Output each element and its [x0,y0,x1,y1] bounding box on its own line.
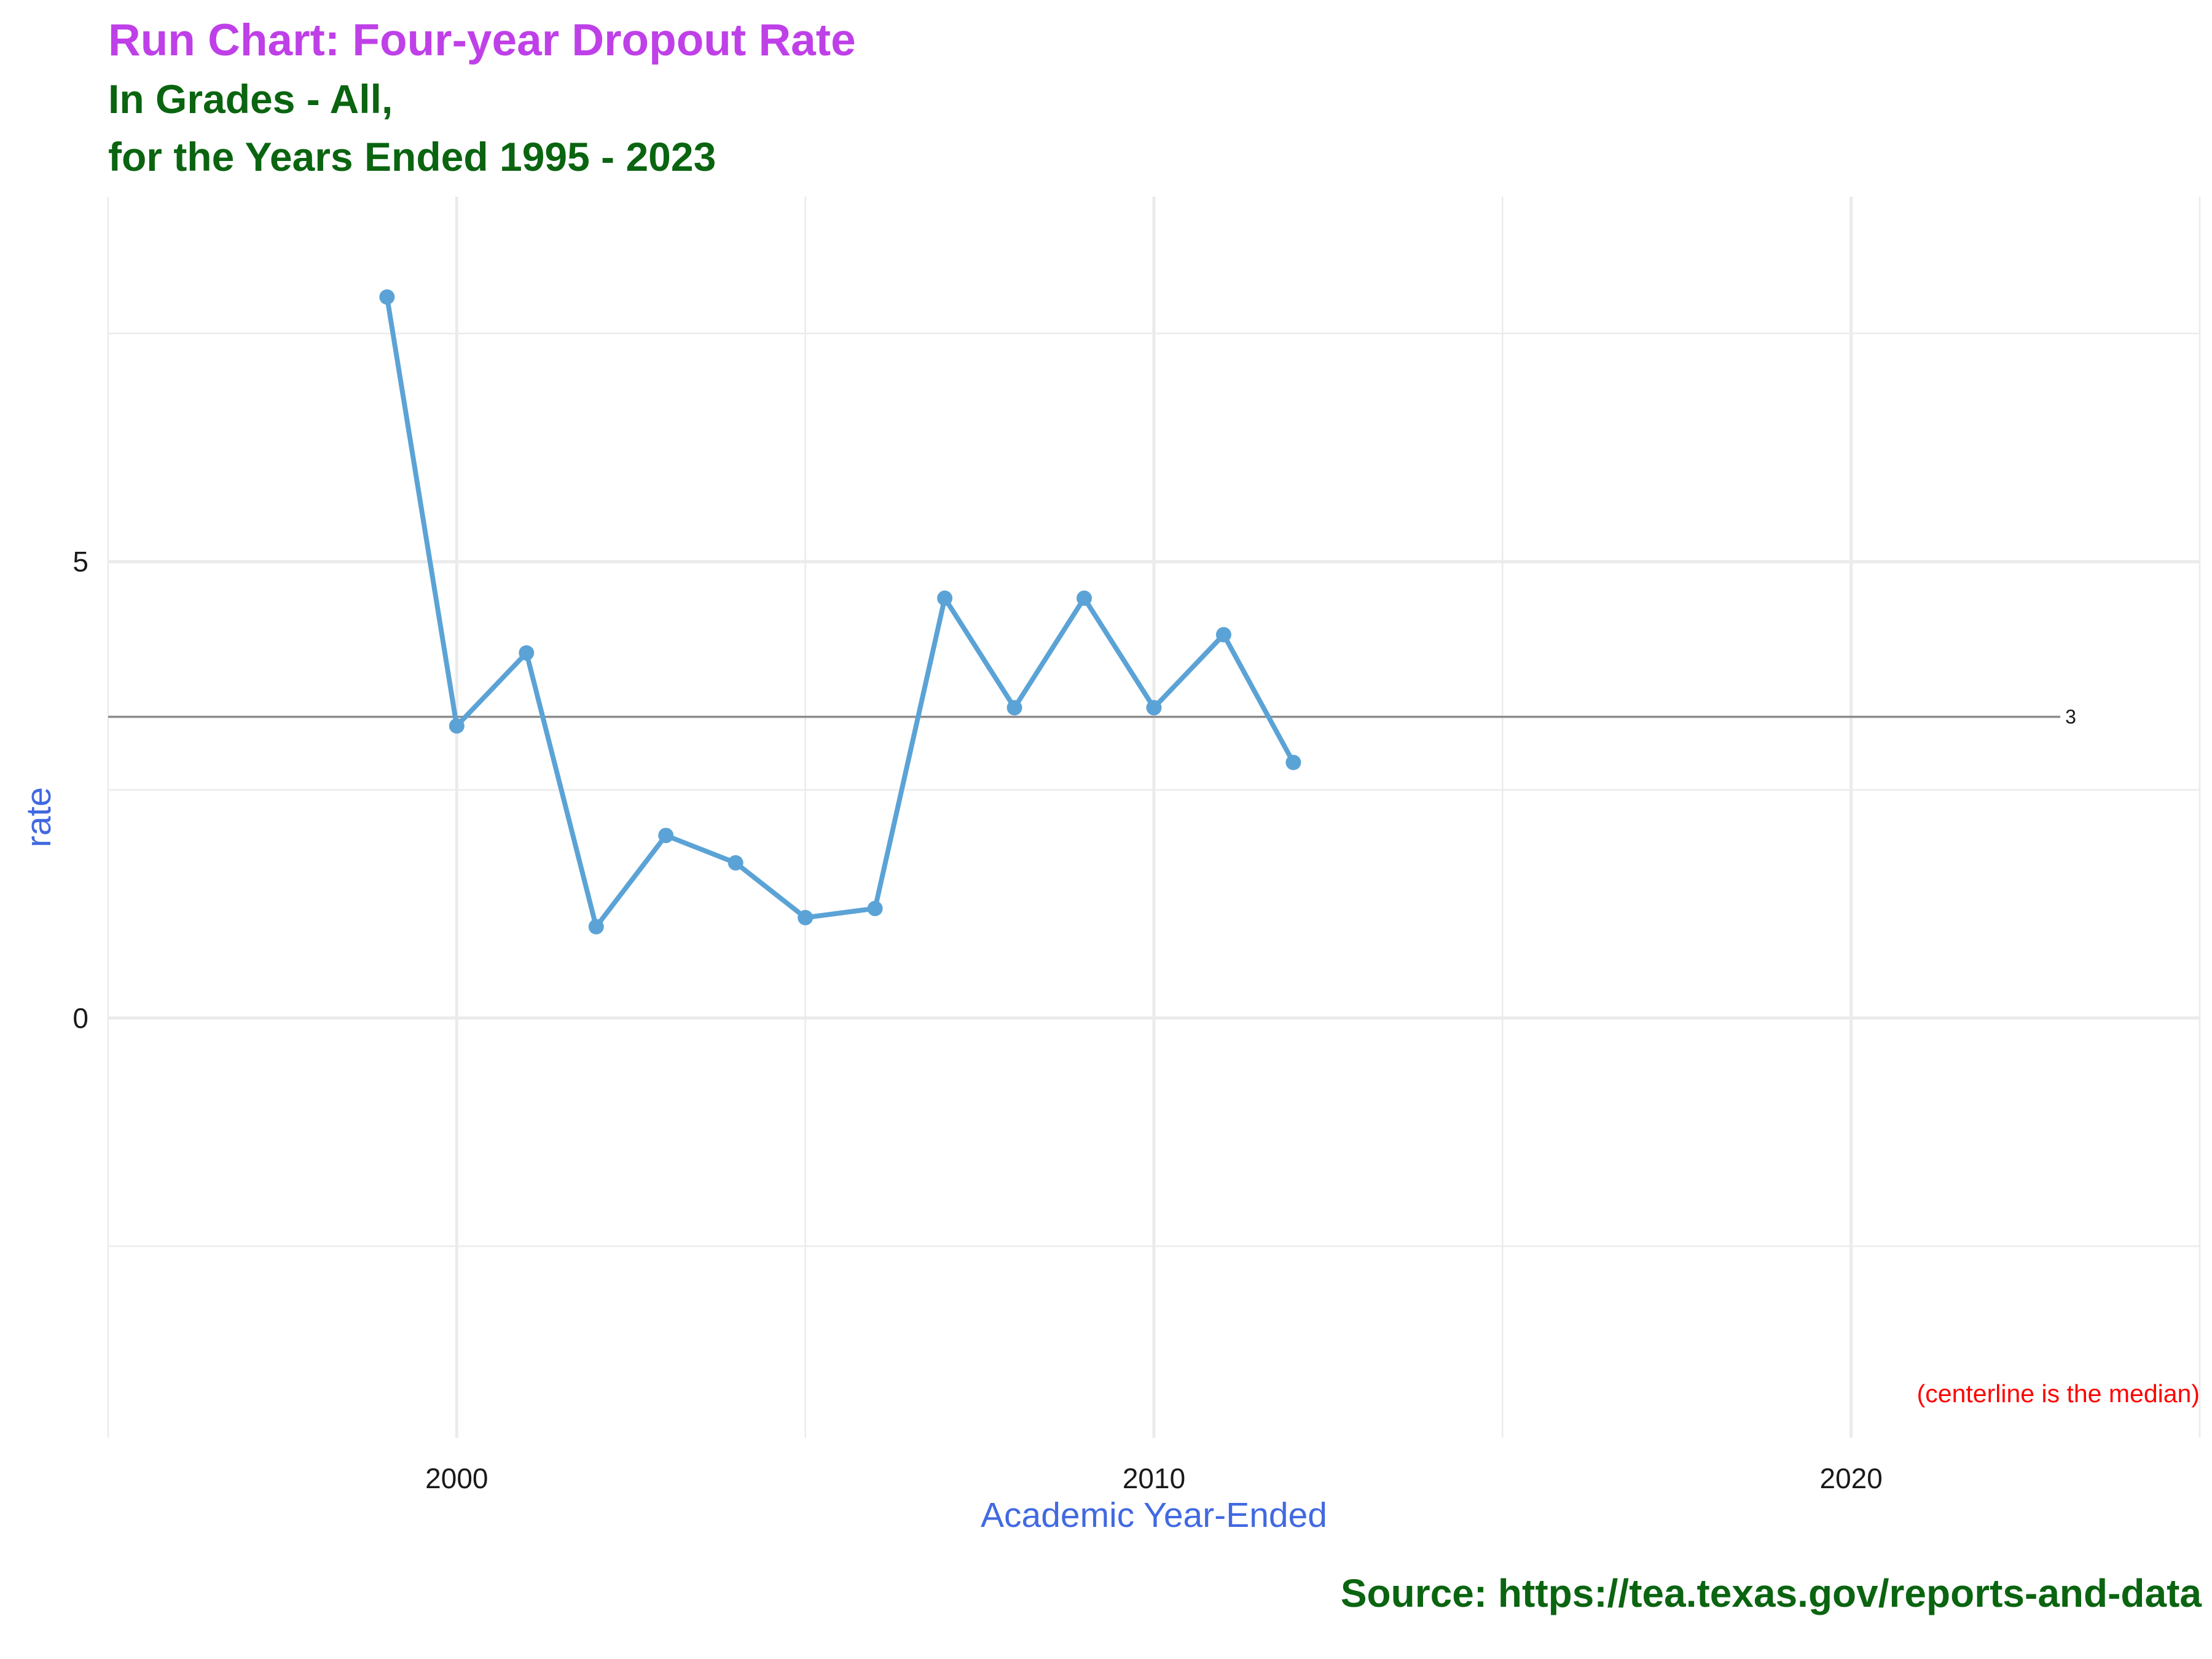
data-point [449,718,465,734]
series-line [384,294,1296,930]
x-axis-title: Academic Year-Ended [981,1496,1327,1535]
data-point [519,645,535,661]
y-tick-label: 5 [73,546,88,578]
chart-title: Run Chart: Four-year Dropout Rate [108,15,856,65]
data-point [867,901,883,917]
x-tick-label: 2000 [425,1462,488,1494]
data-point [937,590,953,606]
x-tick-label: 2020 [1819,1462,1882,1494]
data-point [658,828,674,844]
source-caption: Source: https://tea.texas.gov/reports-an… [1340,1571,2202,1615]
data-point [1077,590,1092,606]
x-tick-label: 2010 [1123,1462,1185,1494]
centerline-label: 3 [2065,706,2076,728]
data-point [1215,627,1231,643]
data-point [1146,700,1162,716]
data-point [1006,700,1022,716]
data-point [379,289,395,305]
title-block: Run Chart: Four-year Dropout Rate In Gra… [108,11,856,186]
centerline-note: (centerline is the median) [1917,1379,2200,1408]
chart-subtitle-line-2: for the Years Ended 1995 - 2023 [108,134,716,179]
y-tick-label: 0 [73,1002,88,1034]
data-point [588,919,604,935]
chart-subtitle-line-1: In Grades - All, [108,76,393,122]
data-point [798,909,814,925]
data-point [1285,755,1301,771]
y-axis-title: rate [19,787,58,847]
data-point [728,855,743,871]
